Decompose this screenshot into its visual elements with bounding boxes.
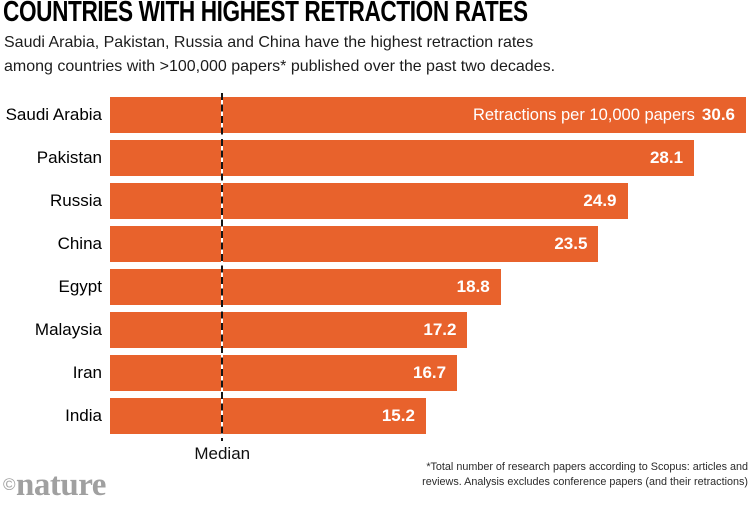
footnote: *Total number of research papers accordi… bbox=[422, 460, 748, 489]
category-label-pakistan: Pakistan bbox=[36, 148, 102, 167]
category-label-saudi-arabia: Saudi Arabia bbox=[5, 105, 102, 124]
value-label-iran: 16.7 bbox=[413, 363, 447, 382]
bar-track: 18.8 bbox=[110, 269, 751, 305]
bar-row-china: China 23.5 bbox=[0, 226, 751, 262]
bar-row-egypt: Egypt 18.8 bbox=[0, 269, 751, 305]
value-label-malaysia: 17.2 bbox=[423, 320, 457, 339]
footnote-line-2: reviews. Analysis excludes conference pa… bbox=[422, 475, 748, 488]
value-label-pakistan: 28.1 bbox=[649, 148, 684, 167]
bar-track: 28.1 bbox=[110, 140, 751, 176]
bar-egypt: 18.8 bbox=[110, 269, 501, 305]
bar-saudi-arabia: Retractions per 10,000 papers 30.6 bbox=[110, 97, 746, 133]
value-label-saudi-arabia: 30.6 bbox=[701, 105, 735, 124]
value-label-india: 15.2 bbox=[381, 406, 415, 425]
bar-track: 16.7 bbox=[110, 355, 751, 391]
footnote-line-1: *Total number of research papers accordi… bbox=[426, 461, 748, 473]
bar-track: 24.9 bbox=[110, 183, 751, 219]
category-label-iran: Iran bbox=[72, 363, 102, 382]
subtitle-line-2: among countries with >100,000 papers* pu… bbox=[4, 58, 556, 75]
bar-rows: Saudi Arabia Retractions per 10,000 paper… bbox=[0, 97, 751, 434]
bar-row-india: India 15.2 bbox=[0, 398, 751, 434]
bar-track: 17.2 bbox=[110, 312, 751, 348]
bar-chart: Saudi Arabia Retractions per 10,000 paper… bbox=[0, 93, 751, 463]
bar-track: 15.2 bbox=[110, 398, 751, 434]
chart-subtitle: Saudi Arabia, Pakistan, Russia and China… bbox=[4, 31, 555, 79]
page-title: COUNTRIES WITH HIGHEST RETRACTION RATES bbox=[3, 0, 528, 28]
category-label-egypt: Egypt bbox=[58, 277, 102, 296]
category-label-russia: Russia bbox=[50, 191, 102, 210]
bar-india: 15.2 bbox=[110, 398, 426, 434]
value-label-russia: 24.9 bbox=[583, 191, 617, 210]
bar-china: 23.5 bbox=[110, 226, 599, 262]
category-label-india: India bbox=[65, 406, 102, 425]
bar-row-pakistan: Pakistan 28.1 bbox=[0, 140, 751, 176]
bar-iran: 16.7 bbox=[110, 355, 458, 391]
bar-pakistan: 28.1 bbox=[110, 140, 695, 176]
median-label: Median bbox=[194, 444, 251, 463]
nature-logo: ©nature bbox=[3, 469, 106, 502]
copyright-icon: © bbox=[3, 475, 16, 494]
bar-malaysia: 17.2 bbox=[110, 312, 468, 348]
bar-row-saudi-arabia: Saudi Arabia Retractions per 10,000 paper… bbox=[0, 97, 751, 133]
bar-row-russia: Russia 24.9 bbox=[0, 183, 751, 219]
category-label-china: China bbox=[57, 234, 102, 253]
bar-row-iran: Iran 16.7 bbox=[0, 355, 751, 391]
value-label-egypt: 18.8 bbox=[456, 277, 490, 296]
nature-logo-text: nature bbox=[16, 467, 106, 503]
category-label-malaysia: Malaysia bbox=[34, 320, 102, 339]
bar-track: 23.5 bbox=[110, 226, 751, 262]
bar-russia: 24.9 bbox=[110, 183, 628, 219]
bar-row-malaysia: Malaysia 17.2 bbox=[0, 312, 751, 348]
bar-track: Retractions per 10,000 papers 30.6 bbox=[110, 97, 751, 133]
unit-label: Retractions per 10,000 papers bbox=[472, 105, 695, 124]
value-label-china: 23.5 bbox=[554, 234, 588, 253]
subtitle-line-1: Saudi Arabia, Pakistan, Russia and China… bbox=[4, 34, 534, 51]
median-line bbox=[221, 93, 224, 441]
